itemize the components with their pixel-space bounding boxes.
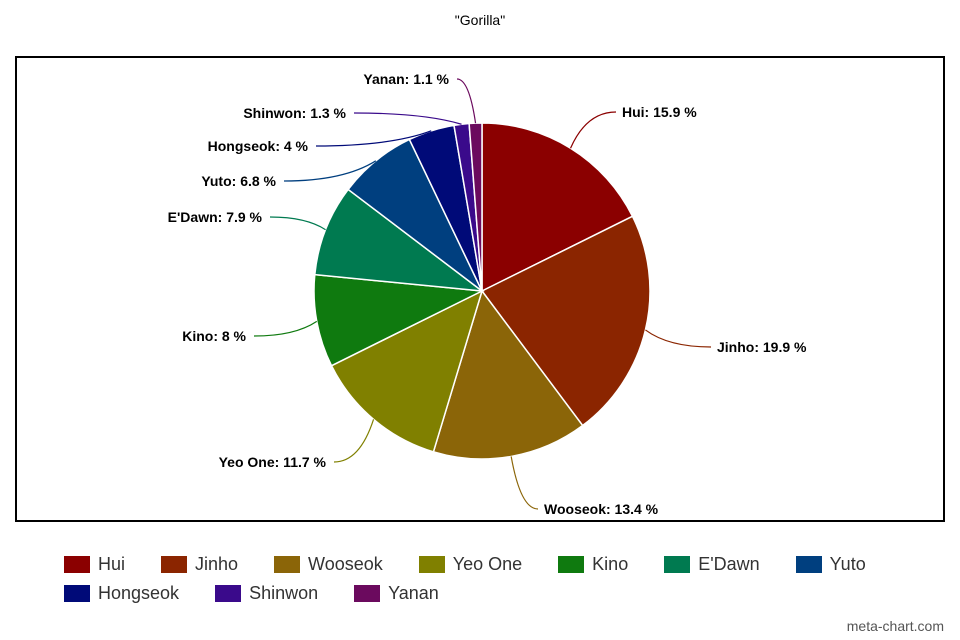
data-label-hui: Hui: 15.9 % bbox=[622, 104, 697, 120]
data-label-yeo-one: Yeo One: 11.7 % bbox=[219, 454, 327, 470]
leader-line-hui bbox=[569, 111, 617, 149]
legend-row: Hongseok Shinwon Yanan bbox=[64, 579, 944, 608]
legend-swatch bbox=[274, 556, 301, 573]
legend-item-wooseok[interactable]: Wooseok bbox=[274, 554, 383, 575]
legend-item-hui[interactable]: Hui bbox=[64, 554, 125, 575]
legend-label: Hongseok bbox=[98, 583, 180, 603]
legend-item-hongseok[interactable]: Hongseok bbox=[64, 583, 179, 604]
leader-line-hongseok bbox=[315, 130, 432, 147]
legend-item-yuto[interactable]: Yuto bbox=[795, 554, 866, 575]
pie-slice-wooseok bbox=[432, 289, 584, 460]
leader-line-shinwon bbox=[353, 112, 462, 125]
legend-swatch bbox=[795, 556, 822, 573]
leader-line-yeo-one bbox=[333, 419, 375, 463]
leader-line-wooseok bbox=[510, 456, 539, 510]
data-label-hongseok: Hongseok: 4 % bbox=[208, 138, 309, 154]
leader-line-yuto bbox=[283, 160, 377, 182]
legend-swatch bbox=[64, 585, 90, 602]
data-label-yuto: Yuto: 6.8 % bbox=[201, 173, 276, 189]
legend-item-kino[interactable]: Kino bbox=[558, 554, 628, 575]
legend-swatch bbox=[418, 556, 445, 573]
legend-label: Kino bbox=[592, 554, 629, 574]
chart-frame: Hui: 15.9 % Jinho: 19.9 % Wooseok: 13.4 % Y… bbox=[15, 56, 945, 522]
data-label-wooseok: Wooseok: 13.4 % bbox=[544, 501, 659, 517]
legend-swatch bbox=[558, 556, 585, 573]
legend-label: Shinwon bbox=[249, 583, 319, 603]
legend-label: E'Dawn bbox=[698, 554, 760, 574]
pie-slice-e-dawn bbox=[313, 188, 485, 293]
legend-label: Wooseok bbox=[308, 554, 383, 574]
pie-slice-yeo-one bbox=[330, 289, 484, 453]
legend-label: Jinho bbox=[195, 554, 239, 574]
legend-item-jinho[interactable]: Jinho bbox=[161, 554, 238, 575]
legend-label: Yanan bbox=[388, 583, 439, 603]
data-label-jinho: Jinho: 19.9 % bbox=[717, 339, 807, 355]
data-label-shinwon: Shinwon: 1.3 % bbox=[243, 105, 346, 121]
chart-title: "Gorilla" bbox=[454, 12, 506, 28]
legend-swatch bbox=[64, 556, 90, 573]
legend-swatch bbox=[354, 585, 381, 602]
legend-swatch bbox=[161, 556, 188, 573]
leader-line-kino bbox=[253, 320, 318, 337]
legend-item-shinwon[interactable]: Shinwon bbox=[215, 583, 318, 604]
legend-item-e-dawn[interactable]: E'Dawn bbox=[664, 554, 760, 575]
leader-line-jinho bbox=[645, 329, 712, 348]
legend-swatch bbox=[664, 556, 691, 573]
data-label-yanan: Yanan: 1.1 % bbox=[363, 71, 449, 87]
leader-line-e-dawn bbox=[269, 216, 326, 231]
data-label-e-dawn: E'Dawn: 7.9 % bbox=[168, 209, 263, 225]
leader-line-yanan bbox=[456, 78, 477, 124]
legend-swatch bbox=[215, 585, 242, 602]
legend: Hui Jinho Wooseok Yeo One Kino E'Dawn Yuto Hong… bbox=[64, 550, 944, 608]
legend-label: Yeo One bbox=[452, 554, 523, 574]
legend-row: Hui Jinho Wooseok Yeo One Kino E'Dawn Yuto bbox=[64, 550, 944, 579]
pie-chart: Hui: 15.9 % Jinho: 19.9 % Wooseok: 13.4 % Y… bbox=[168, 71, 807, 517]
legend-item-yeo-one[interactable]: Yeo One bbox=[418, 554, 523, 575]
legend-item-yanan[interactable]: Yanan bbox=[354, 583, 439, 604]
legend-label: Yuto bbox=[829, 554, 866, 574]
legend-label: Hui bbox=[98, 554, 126, 574]
watermark: meta-chart.com bbox=[846, 618, 944, 634]
pie-slice-kino bbox=[313, 273, 485, 367]
data-label-kino: Kino: 8 % bbox=[182, 328, 246, 344]
